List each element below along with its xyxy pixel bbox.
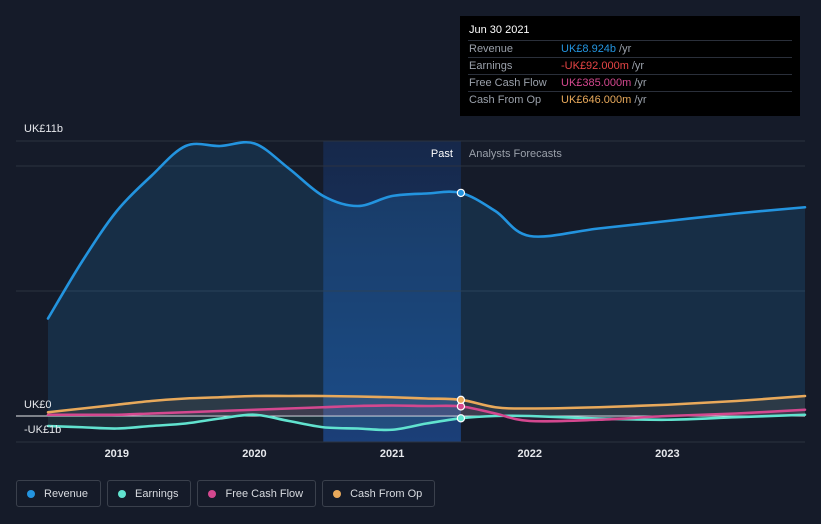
forecast-label: Analysts Forecasts [469,148,562,160]
legend-dot-icon [27,489,35,498]
free_cash_flow-line [46,404,807,423]
y-tick-label: UK£11b [24,123,63,135]
cash_from_op-line [46,394,807,414]
legend-item-earnings[interactable]: Earnings [107,480,192,507]
tooltip-row-label: Earnings [469,60,513,72]
tooltip-row-value: UK£8.924b [561,43,617,55]
tooltip-row-label: Free Cash Flow [469,77,547,89]
x-tick-label: 2023 [655,448,679,460]
tooltip-row: Revenue UK£8.924b/yr [468,40,792,57]
y-tick-label: -UK£1b [24,424,61,436]
legend-dot-icon [208,489,217,498]
legend-label: Cash From Op [350,487,423,500]
legend-label: Revenue [44,487,89,500]
legend-dot-icon [333,489,342,498]
revenue-area [48,142,805,417]
legend-dot-icon [118,489,127,498]
cash_from_op-point [456,395,466,405]
legend-label: Earnings [135,487,179,500]
tooltip-row: Free Cash Flow UK£385.000m/yr [468,74,792,91]
tooltip-row-value: -UK£92.000m [561,60,629,72]
x-tick-label: 2020 [242,448,266,460]
tooltip-row-unit: /yr [634,94,647,106]
tooltip-row-unit: /yr [634,77,647,89]
x-tick-label: 2022 [517,448,541,460]
free_cash_flow-area [48,405,805,422]
past-label: Past [431,148,453,160]
legend: Revenue Earnings Free Cash Flow Cash From O… [16,480,436,507]
tooltip-panel: Jun 30 2021 Revenue UK£8.924b/yr Earnings -… [460,16,800,116]
x-tick-label: 2019 [105,448,129,460]
tooltip-row-unit: /yr [631,60,645,72]
legend-item-free-cash-flow[interactable]: Free Cash Flow [197,480,317,507]
tooltip-row-label: Revenue [469,43,514,55]
tooltip-row: Cash From Op UK£646.000m/yr [468,91,792,108]
y-tick-label: UK£0 [24,399,52,411]
tooltip-row: Earnings -UK£92.000m/yr [468,57,792,74]
x-tick-label: 2021 [380,448,404,460]
tooltip-row-value: UK£646.000m [561,94,632,106]
earnings-point [456,414,466,423]
tooltip-date: Jun 30 2021 [469,24,530,36]
revenue-line [46,140,807,320]
legend-label: Free Cash Flow [225,487,304,500]
tooltip-row-unit: /yr [619,43,632,55]
legend-item-cash-from-op[interactable]: Cash From Op [322,480,436,507]
tooltip-row-value: UK£385.000m [561,77,632,89]
legend-item-revenue[interactable]: Revenue [16,480,102,507]
tooltip-row-label: Cash From Op [469,94,542,106]
revenue-point [456,188,466,198]
